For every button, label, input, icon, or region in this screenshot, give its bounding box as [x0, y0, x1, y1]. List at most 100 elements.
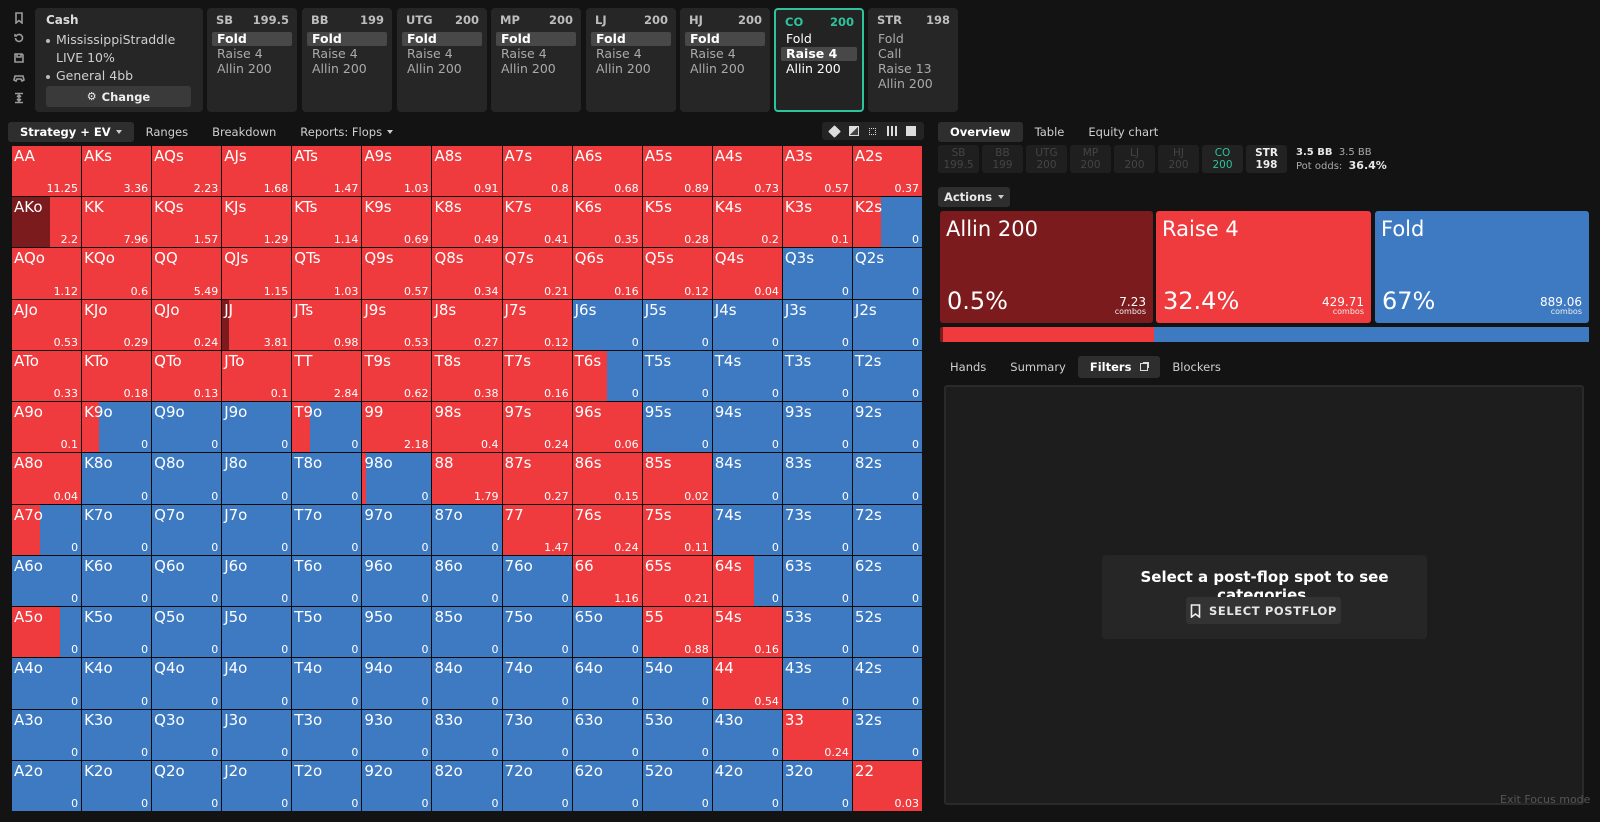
- hand-cell[interactable]: T3o 0: [292, 709, 362, 760]
- hand-cell[interactable]: JJ 3.81: [222, 299, 292, 350]
- hand-cell[interactable]: 72o 0: [502, 760, 572, 811]
- hand-cell[interactable]: 94s 0: [712, 402, 782, 453]
- hand-cell[interactable]: 54s 0.16: [712, 607, 782, 658]
- hand-cell[interactable]: 22 0.03: [852, 760, 922, 811]
- hand-cell[interactable]: 93o 0: [362, 709, 432, 760]
- history-icon[interactable]: [11, 30, 27, 46]
- hand-cell[interactable]: Q2o 0: [152, 760, 222, 811]
- position-action[interactable]: Fold: [307, 32, 387, 46]
- stack-chip-bb[interactable]: BB 199: [982, 145, 1023, 173]
- hand-cell[interactable]: 74o 0: [502, 658, 572, 709]
- hand-cell[interactable]: Q3o 0: [152, 709, 222, 760]
- hand-cell[interactable]: 83o 0: [432, 709, 502, 760]
- hand-cell[interactable]: K5s 0.28: [642, 197, 712, 248]
- hand-cell[interactable]: Q6o 0: [152, 555, 222, 607]
- contrast-icon[interactable]: [848, 125, 860, 137]
- hand-cell[interactable]: 66 1.16: [572, 555, 642, 607]
- stack-chip-sb[interactable]: SB 199.5: [938, 145, 979, 173]
- hand-cell[interactable]: Q3s 0: [782, 248, 852, 299]
- hand-cell[interactable]: T6o 0: [292, 555, 362, 607]
- tab-breakdown[interactable]: Breakdown: [212, 125, 277, 139]
- position-action[interactable]: Allin 200: [690, 61, 745, 76]
- hand-cell[interactable]: AJo 0.53: [12, 299, 82, 350]
- hand-cell[interactable]: ATs 1.47: [292, 146, 362, 197]
- hand-cell[interactable]: A8o 0.04: [12, 453, 82, 504]
- hand-cell[interactable]: 64o 0: [572, 658, 642, 709]
- stack-chip-hj[interactable]: HJ 200: [1158, 145, 1199, 173]
- hand-cell[interactable]: K8o 0: [82, 453, 152, 504]
- hand-cell[interactable]: 98s 0.4: [432, 402, 502, 453]
- position-action[interactable]: Fold: [591, 32, 671, 46]
- hand-cell[interactable]: Q8o 0: [152, 453, 222, 504]
- hand-cell[interactable]: J6o 0: [222, 555, 292, 607]
- hand-cell[interactable]: A4s 0.73: [712, 146, 782, 197]
- hand-cell[interactable]: KJo 0.29: [82, 299, 152, 350]
- hand-cell[interactable]: J9s 0.53: [362, 299, 432, 350]
- position-action[interactable]: Allin 200: [312, 61, 367, 76]
- hand-cell[interactable]: 65o 0: [572, 607, 642, 658]
- hand-cell[interactable]: K2s 0: [852, 197, 922, 248]
- action-block-allin-200[interactable]: Allin 200 0.5% 7.23 combos: [940, 211, 1153, 323]
- stack-chip-str[interactable]: STR 198: [1246, 145, 1287, 173]
- position-action[interactable]: Allin 200: [217, 61, 272, 76]
- hand-cell[interactable]: AJs 1.68: [222, 146, 292, 197]
- hand-cell[interactable]: 33 0.24: [782, 709, 852, 760]
- hand-cell[interactable]: Q4s 0.04: [712, 248, 782, 299]
- hand-cell[interactable]: K2o 0: [82, 760, 152, 811]
- position-str[interactable]: STR 198 Fold Call Raise 13 Allin 200: [868, 8, 958, 112]
- position-action[interactable]: Allin 200: [407, 61, 462, 76]
- hand-cell[interactable]: K3o 0: [82, 709, 152, 760]
- hand-cell[interactable]: J2s 0: [852, 299, 922, 350]
- hand-cell[interactable]: 86s 0.15: [572, 453, 642, 504]
- tab-blockers[interactable]: Blockers: [1172, 360, 1221, 374]
- position-hj[interactable]: HJ 200 Fold Raise 4 Allin 200: [680, 8, 770, 112]
- hand-cell[interactable]: J8o 0: [222, 453, 292, 504]
- action-block-fold[interactable]: Fold 67% 889.06 combos: [1375, 211, 1589, 323]
- hand-cell[interactable]: J9o 0: [222, 402, 292, 453]
- hand-cell[interactable]: J5o 0: [222, 607, 292, 658]
- hand-cell[interactable]: Q6s 0.16: [572, 248, 642, 299]
- hand-cell[interactable]: 99 2.18: [362, 402, 432, 453]
- square-view-icon[interactable]: [905, 125, 917, 137]
- actions-dropdown[interactable]: Actions: [938, 187, 1010, 207]
- tab-overview[interactable]: Overview: [938, 122, 1023, 142]
- tab-table[interactable]: Table: [1034, 125, 1065, 139]
- save-icon[interactable]: [11, 50, 27, 66]
- hand-cell[interactable]: A5s 0.89: [642, 146, 712, 197]
- hand-cell[interactable]: A3s 0.57: [782, 146, 852, 197]
- hand-cell[interactable]: 88 1.79: [432, 453, 502, 504]
- hand-cell[interactable]: K6o 0: [82, 555, 152, 607]
- position-action[interactable]: Fold: [212, 32, 292, 46]
- hand-cell[interactable]: 65s 0.21: [642, 555, 712, 607]
- hand-cell[interactable]: Q8s 0.34: [432, 248, 502, 299]
- hand-cell[interactable]: KK 7.96: [82, 197, 152, 248]
- tab-strategy-ev[interactable]: Strategy + EV: [8, 122, 134, 142]
- hand-cell[interactable]: J6s 0: [572, 299, 642, 350]
- hand-cell[interactable]: 93s 0: [782, 402, 852, 453]
- hand-cell[interactable]: 75o 0: [502, 607, 572, 658]
- hand-cell[interactable]: AKo 2.2: [12, 197, 82, 248]
- hand-cell[interactable]: T5s 0: [642, 350, 712, 402]
- hand-cell[interactable]: 64s 0: [712, 555, 782, 607]
- hand-cell[interactable]: 43s 0: [782, 658, 852, 709]
- hand-cell[interactable]: K9o 0: [82, 402, 152, 453]
- hand-cell[interactable]: 94o 0: [362, 658, 432, 709]
- hand-cell[interactable]: AKs 3.36: [82, 146, 152, 197]
- hand-cell[interactable]: AA 11.25: [12, 146, 82, 197]
- hand-cell[interactable]: A6s 0.68: [572, 146, 642, 197]
- hand-cell[interactable]: T8s 0.38: [432, 350, 502, 402]
- hand-cell[interactable]: A3o 0: [12, 709, 82, 760]
- hand-cell[interactable]: KQo 0.6: [82, 248, 152, 299]
- hand-cell[interactable]: KJs 1.29: [222, 197, 292, 248]
- hand-cell[interactable]: 97o 0: [362, 504, 432, 555]
- hand-cell[interactable]: Q5s 0.12: [642, 248, 712, 299]
- stack-chip-utg[interactable]: UTG 200: [1026, 145, 1067, 173]
- hand-cell[interactable]: K6s 0.35: [572, 197, 642, 248]
- hand-cell[interactable]: A7o 0: [12, 504, 82, 555]
- hand-cell[interactable]: K7s 0.41: [502, 197, 572, 248]
- tab-equity-chart[interactable]: Equity chart: [1088, 125, 1159, 139]
- position-action[interactable]: Raise 4: [596, 46, 642, 61]
- hand-cell[interactable]: K9s 0.69: [362, 197, 432, 248]
- gamepad-icon[interactable]: [11, 70, 27, 86]
- position-action[interactable]: Fold: [878, 31, 904, 46]
